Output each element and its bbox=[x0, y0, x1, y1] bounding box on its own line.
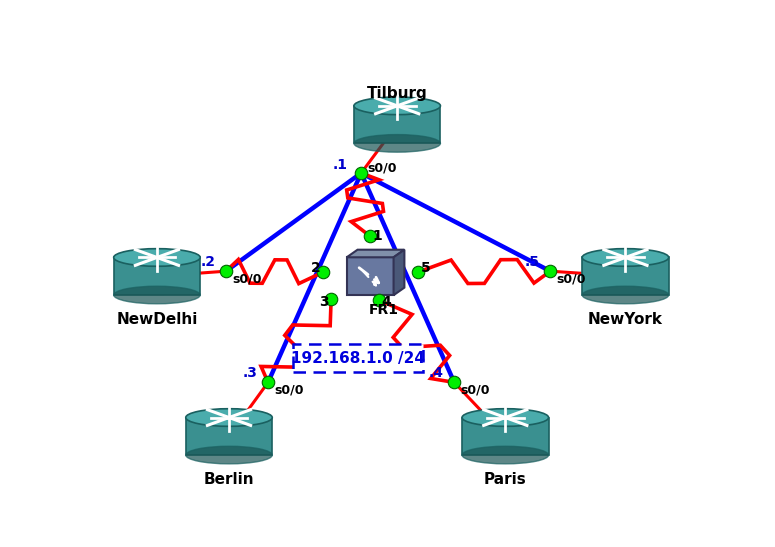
Text: NewYork: NewYork bbox=[588, 312, 663, 327]
Polygon shape bbox=[346, 257, 394, 295]
Text: s0/0: s0/0 bbox=[367, 161, 397, 174]
Ellipse shape bbox=[114, 283, 200, 295]
Text: 5: 5 bbox=[421, 261, 430, 275]
Ellipse shape bbox=[582, 283, 669, 295]
Text: .1: .1 bbox=[333, 159, 348, 172]
Ellipse shape bbox=[462, 443, 549, 455]
Polygon shape bbox=[186, 417, 272, 455]
Text: NewDelhi: NewDelhi bbox=[116, 312, 198, 327]
Text: 2: 2 bbox=[312, 261, 321, 275]
Text: Berlin: Berlin bbox=[204, 472, 254, 487]
Ellipse shape bbox=[462, 446, 549, 464]
Text: s0/0: s0/0 bbox=[274, 383, 304, 397]
Polygon shape bbox=[114, 258, 200, 295]
Text: 192.168.1.0 /24: 192.168.1.0 /24 bbox=[291, 351, 425, 366]
Polygon shape bbox=[582, 258, 669, 295]
Polygon shape bbox=[346, 249, 405, 257]
Ellipse shape bbox=[354, 97, 440, 115]
Text: .2: .2 bbox=[200, 255, 215, 269]
Text: Paris: Paris bbox=[484, 472, 527, 487]
Text: 1: 1 bbox=[373, 229, 382, 243]
Polygon shape bbox=[462, 417, 549, 455]
Text: FR1: FR1 bbox=[369, 303, 399, 317]
Ellipse shape bbox=[114, 249, 200, 266]
Ellipse shape bbox=[582, 249, 669, 266]
Text: s0/0: s0/0 bbox=[556, 272, 586, 286]
Polygon shape bbox=[394, 249, 405, 295]
Ellipse shape bbox=[186, 446, 272, 464]
Polygon shape bbox=[354, 106, 440, 143]
Text: .4: .4 bbox=[429, 366, 443, 380]
Text: s0/0: s0/0 bbox=[460, 383, 490, 397]
Text: 3: 3 bbox=[319, 294, 329, 309]
Text: Tilburg: Tilburg bbox=[367, 85, 428, 101]
Ellipse shape bbox=[354, 131, 440, 143]
Ellipse shape bbox=[354, 135, 440, 152]
Ellipse shape bbox=[582, 286, 669, 304]
Text: 4: 4 bbox=[381, 295, 391, 310]
FancyBboxPatch shape bbox=[293, 345, 423, 373]
Ellipse shape bbox=[462, 409, 549, 426]
Text: .5: .5 bbox=[525, 255, 539, 269]
Ellipse shape bbox=[186, 409, 272, 426]
Text: s0/0: s0/0 bbox=[232, 272, 261, 286]
Text: .3: .3 bbox=[243, 366, 257, 380]
Ellipse shape bbox=[186, 443, 272, 455]
Ellipse shape bbox=[114, 286, 200, 304]
